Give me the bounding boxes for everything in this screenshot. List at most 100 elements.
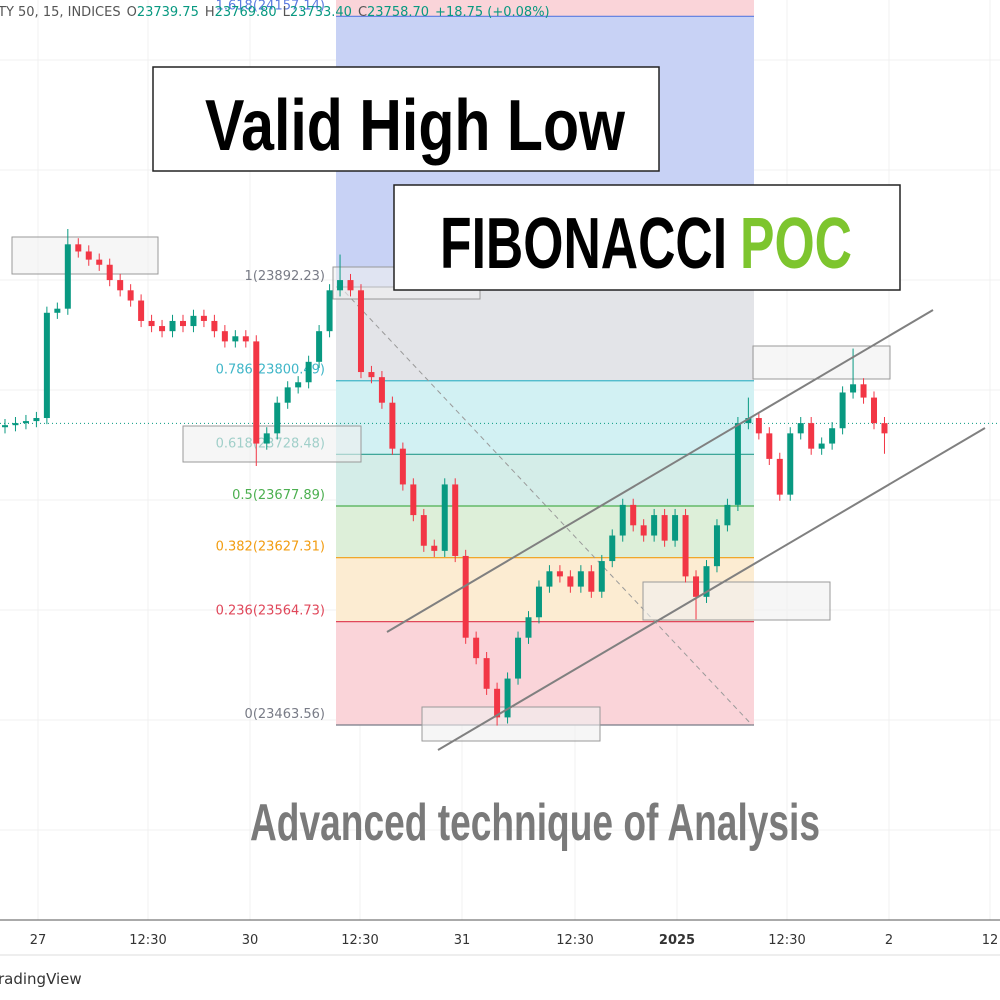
candle-body xyxy=(316,331,323,362)
candle-body xyxy=(337,280,344,291)
candle-body xyxy=(232,336,239,342)
channel-line xyxy=(437,427,986,751)
ohlc-value: 23769.80 xyxy=(215,5,277,20)
zone-box xyxy=(752,345,891,380)
candle-body xyxy=(546,571,553,587)
candle-body xyxy=(871,397,878,424)
candle-body xyxy=(12,423,19,426)
candle-body xyxy=(640,525,647,536)
change: +18.75 (+0.08%) xyxy=(435,5,550,20)
candle-body xyxy=(253,341,260,444)
candle-body xyxy=(96,259,103,265)
candle-body xyxy=(577,571,584,587)
candle-body xyxy=(776,458,783,495)
title: Valid High Low xyxy=(205,86,626,166)
candle-body xyxy=(399,448,406,485)
zone-box xyxy=(421,706,601,742)
fib-label: 1.618(24157.14) xyxy=(216,0,325,13)
subtitle-box xyxy=(393,184,901,291)
candle-body xyxy=(43,312,50,419)
candle-body xyxy=(420,515,427,546)
candle-body xyxy=(839,392,846,429)
candle-body xyxy=(410,484,417,516)
time-label: 27 xyxy=(30,933,47,948)
symbol: TY 50, 15, INDICES xyxy=(0,5,121,20)
candle-body xyxy=(263,433,270,444)
candle-body xyxy=(556,571,563,577)
candle-body xyxy=(54,308,61,313)
subtitle-accent: POC xyxy=(740,204,852,284)
fib-label: 0.382(23627.31) xyxy=(216,540,325,555)
time-label: 2 xyxy=(885,933,893,948)
candle-body xyxy=(672,515,679,541)
ohlc-value: 23758.70 xyxy=(367,5,429,20)
ohlc-key: H xyxy=(205,5,215,20)
fib-zone xyxy=(336,380,754,455)
fib-label: 0.236(23564.73) xyxy=(216,604,325,619)
candle-body xyxy=(389,402,396,449)
candle-body xyxy=(860,384,867,398)
time-label: 12:30 xyxy=(341,933,378,948)
candle-body xyxy=(682,515,689,577)
candle-body xyxy=(651,515,658,536)
candle-body xyxy=(850,384,857,393)
candle-body xyxy=(724,504,731,526)
candle-body xyxy=(242,336,249,342)
candle-body xyxy=(797,423,804,434)
candle-body xyxy=(703,566,710,597)
header: TY 50, 15, INDICES O23739.75 H23769.80 L237… xyxy=(0,5,550,20)
channel xyxy=(386,309,986,751)
candle-body xyxy=(755,418,762,434)
candle-body xyxy=(117,280,124,291)
candle-body xyxy=(525,617,532,638)
candle-body xyxy=(274,402,281,434)
time-label: 12:30 xyxy=(129,933,166,948)
candle-body xyxy=(713,525,720,567)
time-labels: 27 12:30 30 12:30 31 12:30 2025 12:30 2 12 xyxy=(30,933,999,948)
candle-body xyxy=(200,315,207,321)
candle-body xyxy=(473,637,480,659)
candle-body xyxy=(378,377,385,403)
zone-box xyxy=(182,425,362,463)
candle-body xyxy=(347,280,354,291)
candle-body xyxy=(808,423,815,449)
time-label: 2025 xyxy=(659,933,695,948)
candle-body xyxy=(22,421,29,424)
fib-label: 0(23463.56) xyxy=(245,707,325,722)
candle-body xyxy=(766,433,773,459)
candle-body xyxy=(734,423,741,505)
candle-body xyxy=(567,576,574,587)
candle-body xyxy=(305,361,312,383)
subtitle: FIBONACCIPOC xyxy=(440,204,852,284)
ohlc-value: 23739.75 xyxy=(137,5,199,20)
candle-body xyxy=(598,561,605,592)
candle-body xyxy=(211,320,218,332)
candle-body xyxy=(64,244,71,309)
zone-box xyxy=(11,236,159,275)
candle-body xyxy=(284,387,291,403)
candle-body xyxy=(535,586,542,618)
candle-body xyxy=(33,418,40,422)
fib-label: 1(23892.23) xyxy=(245,269,325,284)
fib-zone xyxy=(336,454,754,507)
candle-body xyxy=(661,515,668,541)
candle-body xyxy=(693,576,700,597)
candle-body xyxy=(745,418,752,424)
time-label: 12:30 xyxy=(556,933,593,948)
candle-body xyxy=(138,300,145,321)
candle-body xyxy=(190,315,197,327)
candle-body xyxy=(630,504,637,526)
candle-body xyxy=(295,382,302,388)
candle-body xyxy=(494,688,501,718)
time-label: 30 xyxy=(242,933,259,948)
candle-body xyxy=(881,423,888,434)
candle-body xyxy=(462,555,469,638)
caption: Advanced technique of Analysis xyxy=(250,794,820,852)
candle-body xyxy=(609,535,616,562)
candle-body xyxy=(787,433,794,495)
candle-body xyxy=(159,326,166,332)
candle-body xyxy=(504,678,511,718)
candle-body xyxy=(2,425,8,428)
candle-body xyxy=(179,320,186,327)
